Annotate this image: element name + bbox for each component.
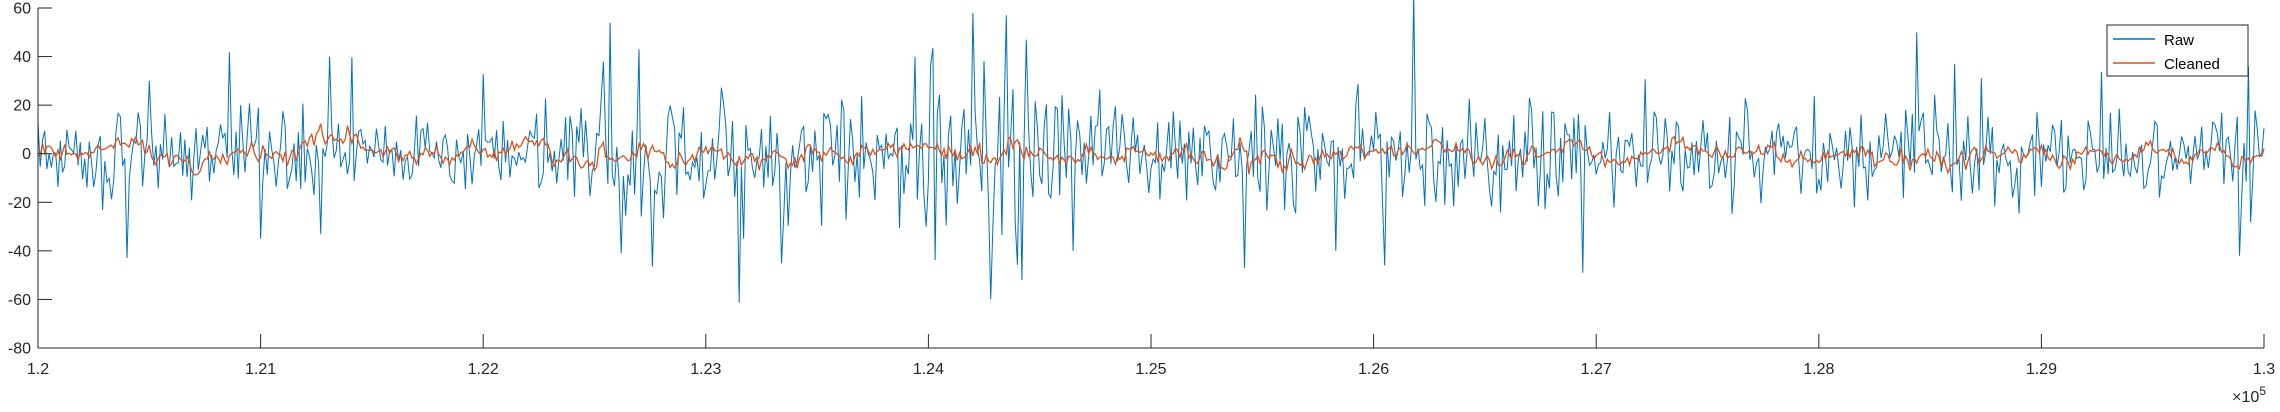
x-tick-label: 1.24 bbox=[913, 361, 944, 378]
legend-label-cleaned: Cleaned bbox=[2164, 56, 2220, 73]
y-tick-label: 40 bbox=[13, 49, 31, 66]
y-tick-label: -40 bbox=[8, 243, 31, 260]
axes-box bbox=[38, 8, 2264, 348]
y-tick-label: 60 bbox=[13, 1, 31, 18]
series-layer bbox=[37, 0, 2265, 303]
x-tick-label: 1.27 bbox=[1581, 361, 1612, 378]
x-tick-label: 1.22 bbox=[468, 361, 499, 378]
x-tick-label: 1.3 bbox=[2253, 361, 2275, 378]
x-tick-label: 1.2 bbox=[27, 361, 49, 378]
x-axis-exponent-power: 5 bbox=[2259, 384, 2266, 398]
x-axis-exponent: ×105 bbox=[2232, 384, 2266, 406]
x-tick-label: 1.25 bbox=[1135, 361, 1166, 378]
x-tick-label: 1.28 bbox=[1803, 361, 1834, 378]
series-line-cleaned bbox=[37, 123, 2265, 176]
plot-area: 1.2 1.21 1.22 1.23 1.24 1.25 1.26 1.27 1.28 1.29 1… bbox=[8, 0, 2275, 406]
x-tick-label: 1.29 bbox=[2026, 361, 2057, 378]
series-line-raw bbox=[37, 0, 2265, 303]
legend-label-raw: Raw bbox=[2164, 32, 2194, 49]
x-axis-exponent-base: ×10 bbox=[2232, 389, 2259, 406]
y-tick-label: -80 bbox=[8, 341, 31, 358]
legend: Raw Cleaned bbox=[2106, 24, 2249, 77]
y-axis-ticks: -80 -60 -40 -20 0 20 40 60 bbox=[8, 1, 52, 358]
y-tick-label: 20 bbox=[13, 98, 31, 115]
x-tick-label: 1.21 bbox=[245, 361, 276, 378]
x-tick-label: 1.23 bbox=[690, 361, 721, 378]
legend-box bbox=[2106, 24, 2249, 77]
x-tick-label: 1.26 bbox=[1358, 361, 1389, 378]
y-tick-label: 0 bbox=[22, 146, 31, 163]
y-tick-label: -60 bbox=[8, 292, 31, 309]
x-axis-ticks: 1.2 1.21 1.22 1.23 1.24 1.25 1.26 1.27 1.28 1.29 1… bbox=[27, 334, 2275, 378]
y-tick-label: -20 bbox=[8, 195, 31, 212]
